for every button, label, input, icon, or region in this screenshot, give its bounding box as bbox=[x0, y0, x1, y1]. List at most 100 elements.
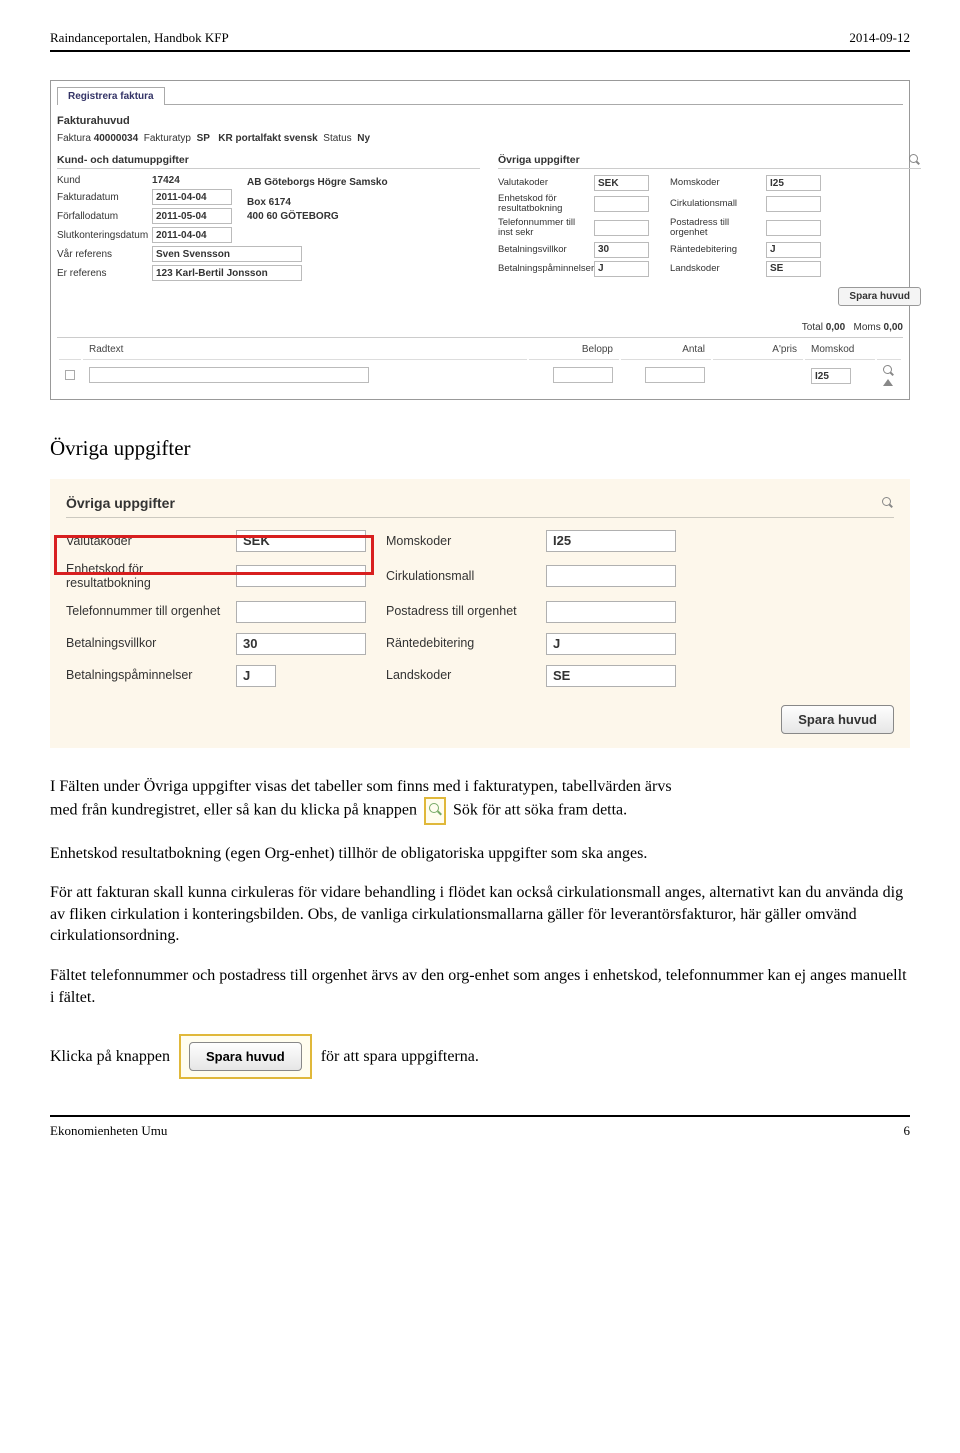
z-label-momskoder: Momskoder bbox=[386, 534, 536, 548]
input-valutakoder[interactable]: SEK bbox=[594, 175, 649, 191]
header-right: 2014-09-12 bbox=[849, 30, 910, 46]
value-slutkonteringsdatum: 2011-04-04 bbox=[156, 230, 207, 241]
line-items-table: Radtext Belopp Antal A'pris Momskod I25 bbox=[57, 337, 903, 393]
z-input-betalningspaminnelser[interactable]: J bbox=[236, 665, 276, 687]
input-belopp[interactable] bbox=[553, 367, 613, 383]
search-icon[interactable] bbox=[909, 154, 921, 166]
label-cirkulationsmall: Cirkulationsmall bbox=[670, 199, 760, 209]
input-postadress[interactable] bbox=[766, 220, 821, 236]
input-antal[interactable] bbox=[645, 367, 705, 383]
totals-row: Total 0,00 Moms 0,00 bbox=[57, 322, 903, 333]
th-radtext: Radtext bbox=[83, 340, 527, 360]
z-label-cirkulationsmall: Cirkulationsmall bbox=[386, 569, 536, 583]
label-faktura: Faktura bbox=[57, 133, 91, 144]
header-rule bbox=[50, 50, 910, 52]
label-betalningspaminnelser: Betalningspåminnelser bbox=[498, 264, 588, 274]
value-row-momskod: I25 bbox=[815, 371, 829, 382]
input-row-momskod[interactable]: I25 bbox=[811, 368, 851, 384]
input-landskoder[interactable]: SE bbox=[766, 261, 821, 277]
label-betalningsvillkor: Betalningsvillkor bbox=[498, 245, 588, 255]
label-postadress: Postadress till orgenhet bbox=[670, 218, 760, 239]
label-total: Total bbox=[802, 322, 823, 333]
value-er-referens: 123 Karl-Bertil Jonsson bbox=[156, 268, 268, 279]
z-input-betalningsvillkor[interactable]: 30 bbox=[236, 633, 366, 655]
addr-line2: Box 6174 bbox=[247, 197, 291, 208]
value-forfallodatum: 2011-05-04 bbox=[156, 211, 207, 222]
value-betalningsvillkor: 30 bbox=[598, 244, 609, 255]
z-value-momskoder: I25 bbox=[553, 533, 571, 548]
label-momskoder: Momskoder bbox=[670, 178, 760, 188]
input-betalningsvillkor[interactable]: 30 bbox=[594, 242, 649, 258]
screenshot-registrera-faktura: Registrera faktura Fakturahuvud Faktura … bbox=[50, 80, 910, 400]
input-telefon[interactable] bbox=[594, 220, 649, 236]
para-3: För att fakturan skall kunna cirkuleras … bbox=[50, 882, 910, 947]
input-cirkulationsmall[interactable] bbox=[766, 196, 821, 212]
label-fakturatyp: Fakturatyp bbox=[144, 133, 191, 144]
input-momskoder[interactable]: I25 bbox=[766, 175, 821, 191]
z-input-cirkulationsmall[interactable] bbox=[546, 565, 676, 587]
input-enhetskod[interactable] bbox=[594, 196, 649, 212]
z-label-postadress: Postadress till orgenhet bbox=[386, 604, 536, 618]
tab-underline bbox=[57, 104, 903, 105]
input-var-referens[interactable]: Sven Svensson bbox=[152, 246, 302, 262]
z-input-momskoder[interactable]: I25 bbox=[546, 530, 676, 552]
value-fakturadatum: 2011-04-04 bbox=[156, 192, 207, 203]
z-input-telefon[interactable] bbox=[236, 601, 366, 623]
inline-save-huvud-button[interactable]: Spara huvud bbox=[189, 1042, 302, 1071]
heading-ovriga-uppgifter: Övriga uppgifter bbox=[50, 436, 910, 461]
z-label-rantedebitering: Räntedebitering bbox=[386, 636, 536, 650]
z-value-betalningsvillkor: 30 bbox=[243, 636, 257, 651]
z-value-rantedebitering: J bbox=[553, 636, 560, 651]
input-fakturadatum[interactable]: 2011-04-04 bbox=[152, 189, 232, 205]
z-input-landskoder[interactable]: SE bbox=[546, 665, 676, 687]
input-er-referens[interactable]: 123 Karl-Bertil Jonsson bbox=[152, 265, 302, 281]
input-betalningspaminnelser[interactable]: J bbox=[594, 261, 649, 277]
value-betalningspaminnelser: J bbox=[598, 263, 604, 274]
input-slutkonteringsdatum[interactable]: 2011-04-04 bbox=[152, 227, 232, 243]
input-rantedebitering[interactable]: J bbox=[766, 242, 821, 258]
value-moms: 0,00 bbox=[884, 322, 903, 333]
z-label-betalningsvillkor: Betalningsvillkor bbox=[66, 636, 226, 650]
search-icon[interactable] bbox=[428, 802, 442, 816]
ss2-title-text: Övriga uppgifter bbox=[66, 495, 175, 511]
z-input-valutakoder[interactable]: SEK bbox=[236, 530, 366, 552]
z-input-enhetskod[interactable] bbox=[236, 565, 366, 587]
value-var-referens: Sven Svensson bbox=[156, 249, 230, 260]
para-1a: I Fälten under Övriga uppgifter visas de… bbox=[50, 778, 672, 795]
value-total: 0,00 bbox=[826, 322, 845, 333]
input-radtext[interactable] bbox=[89, 367, 369, 383]
value-status: Ny bbox=[357, 133, 370, 144]
addr-line1: AB Göteborgs Högre Samsko bbox=[247, 177, 388, 188]
th-apris: A'pris bbox=[713, 340, 803, 360]
z-value-landskoder: SE bbox=[553, 668, 570, 683]
label-status: Status bbox=[323, 133, 351, 144]
label-telefon: Telefonnummer till inst sekr bbox=[498, 218, 588, 239]
search-icon[interactable] bbox=[882, 497, 894, 509]
input-forfallodatum[interactable]: 2011-05-04 bbox=[152, 208, 232, 224]
z-label-valutakoder: Valutakoder bbox=[66, 534, 226, 548]
row-marker-icon[interactable] bbox=[65, 370, 75, 380]
para-1b: med från kundregistret, eller så kan du … bbox=[50, 802, 417, 819]
para-5a: Klicka på knappen bbox=[50, 1048, 170, 1066]
tab-registrera-faktura[interactable]: Registrera faktura bbox=[57, 87, 165, 105]
label-moms: Moms bbox=[854, 322, 881, 333]
arrow-up-icon[interactable] bbox=[883, 379, 893, 386]
z-input-rantedebitering[interactable]: J bbox=[546, 633, 676, 655]
label-landskoder: Landskoder bbox=[670, 264, 760, 274]
para-5: Klicka på knappen Spara huvud för att sp… bbox=[50, 1034, 910, 1079]
th-momskod: Momskod bbox=[805, 340, 875, 360]
z-save-huvud-button[interactable]: Spara huvud bbox=[781, 705, 894, 734]
label-valutakoder: Valutakoder bbox=[498, 178, 588, 188]
th-belopp: Belopp bbox=[529, 340, 619, 360]
z-input-postadress[interactable] bbox=[546, 601, 676, 623]
z-value-valutakoder: SEK bbox=[243, 533, 270, 548]
search-icon[interactable] bbox=[883, 365, 895, 377]
th-antal: Antal bbox=[621, 340, 711, 360]
save-huvud-button[interactable]: Spara huvud bbox=[838, 287, 921, 306]
value-momskoder: I25 bbox=[770, 178, 784, 189]
footer-rule bbox=[50, 1115, 910, 1117]
inline-save-button-box: Spara huvud bbox=[179, 1034, 312, 1079]
para-2: Enhetskod resultatbokning (egen Org-enhe… bbox=[50, 843, 910, 865]
table-row: I25 bbox=[59, 362, 901, 391]
z-label-telefon: Telefonnummer till orgenhet bbox=[66, 604, 226, 618]
